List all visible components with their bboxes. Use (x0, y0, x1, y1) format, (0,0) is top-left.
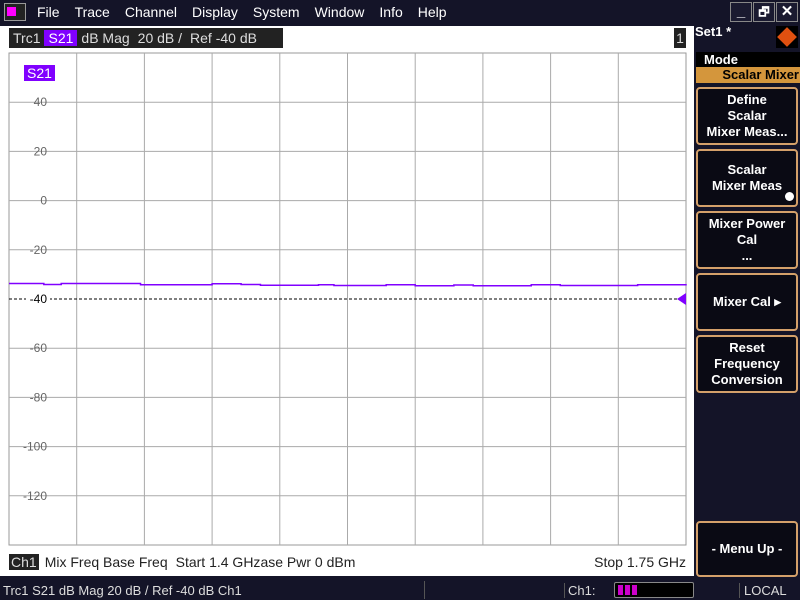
y-tick-label: 20 (34, 144, 48, 158)
setup-name: Set1 * (695, 24, 732, 39)
y-tick-label: -20 (30, 243, 48, 257)
mixer-cal-button[interactable]: Mixer Cal ▸ (696, 273, 798, 331)
menu-trace[interactable]: Trace (74, 4, 110, 20)
mode-label: Mode (696, 52, 800, 67)
trace-format[interactable]: dB Mag (81, 30, 130, 46)
menu-system[interactable]: System (252, 4, 300, 20)
base-power[interactable]: ase Pwr 0 dBm (260, 554, 356, 570)
softkey-line: Mixer Cal ▸ (713, 294, 781, 309)
trace-name[interactable]: Trc1 (13, 30, 41, 46)
softkey-line: ... (741, 248, 753, 263)
sweep-type: Mix Freq Base Freq (44, 554, 168, 570)
softkey-line: Scalar (727, 108, 767, 123)
y-tick-label: 40 (34, 95, 48, 109)
softkey-line: Frequency (714, 356, 780, 371)
diagram-number: 1 (674, 28, 686, 48)
status-trace-info: Trc1 S21 dB Mag 20 dB / Ref -40 dB Ch1 (3, 582, 242, 598)
menu-up-button[interactable]: - Menu Up - (696, 521, 798, 577)
trace-header[interactable]: Trc1 S21 dB Mag 20 dB / Ref -40 dB (9, 28, 283, 48)
reset-frequency-conversion-button[interactable]: Reset Frequency Conversion (696, 335, 798, 393)
start-freq[interactable]: Start 1.4 GHz (175, 554, 261, 570)
menu-file[interactable]: File (37, 4, 60, 20)
tick-label-bg (26, 292, 50, 305)
rs-logo-icon (776, 26, 798, 48)
sweep-progress (614, 582, 694, 598)
softkey-line: Cal (736, 232, 758, 247)
y-tick-label: -80 (30, 390, 48, 404)
menu-channel[interactable]: Channel (124, 4, 177, 20)
menu-info[interactable]: Info (379, 4, 403, 20)
trace-ref[interactable]: Ref -40 dB (190, 30, 257, 46)
y-tick-label: -40 (30, 292, 48, 306)
trace-param[interactable]: S21 (44, 30, 78, 46)
scalar-mixer-meas-button[interactable]: Scalar Mixer Meas (696, 149, 798, 207)
y-tick-label: -100 (23, 440, 47, 454)
plot: 40 20 0 -20 -40 -60 -80 -100 -120 (8, 52, 687, 546)
menu-help[interactable]: Help (417, 4, 447, 20)
diagram-area[interactable]: Trc1 S21 dB Mag 20 dB / Ref -40 dB 1 40 2… (0, 26, 694, 576)
status-ch-label: Ch1: (564, 582, 614, 598)
menu-bar: File Trace Channel Display System Window… (0, 0, 800, 24)
status-bar: Trc1 S21 dB Mag 20 dB / Ref -40 dB Ch1 C… (0, 580, 800, 600)
trace-label[interactable]: S21 (24, 65, 55, 81)
mixer-power-cal-button[interactable]: Mixer Power Cal ... (696, 211, 798, 269)
radio-selected-icon (785, 192, 794, 201)
softkey-panel: Set1 * Mode Scalar Mixer Define Scalar M… (694, 24, 800, 577)
y-tick-label: -60 (30, 341, 48, 355)
y-tick-label: 0 (40, 194, 47, 208)
softkey-line: Reset (729, 340, 765, 355)
app-icon[interactable] (4, 3, 26, 21)
status-mode: LOCAL (739, 582, 787, 598)
menu-display[interactable]: Display (192, 4, 238, 20)
softkey-line: Mixer Power (708, 216, 786, 231)
channel-label[interactable]: Ch1 (9, 554, 39, 570)
restore-button[interactable]: 🗗 (753, 2, 775, 22)
status-divider (424, 581, 564, 599)
trace-s21 (9, 282, 687, 287)
softkey-line: Scalar (727, 162, 767, 177)
reference-marker-icon (677, 293, 686, 305)
define-scalar-mixer-meas-button[interactable]: Define Scalar Mixer Meas... (696, 87, 798, 145)
y-tick-label: -120 (23, 489, 47, 503)
softkey-line: - Menu Up - (711, 541, 783, 556)
minimize-button[interactable]: _ (730, 2, 752, 22)
channel-footer: Ch1 Mix Freq Base Freq Start 1.4 GHz ase… (9, 552, 686, 572)
menu-window[interactable]: Window (314, 4, 365, 20)
softkey-line: Define (727, 92, 767, 107)
softkey-line: Mixer Meas... (706, 124, 788, 139)
close-button[interactable]: ✕ (776, 2, 798, 22)
softkey-line: Conversion (711, 372, 783, 387)
trace-scale[interactable]: 20 dB / (137, 30, 183, 46)
softkey-line: Mixer Meas (711, 178, 783, 193)
stop-freq[interactable]: Stop 1.75 GHz (594, 554, 686, 570)
mode-value: Scalar Mixer (696, 67, 800, 83)
